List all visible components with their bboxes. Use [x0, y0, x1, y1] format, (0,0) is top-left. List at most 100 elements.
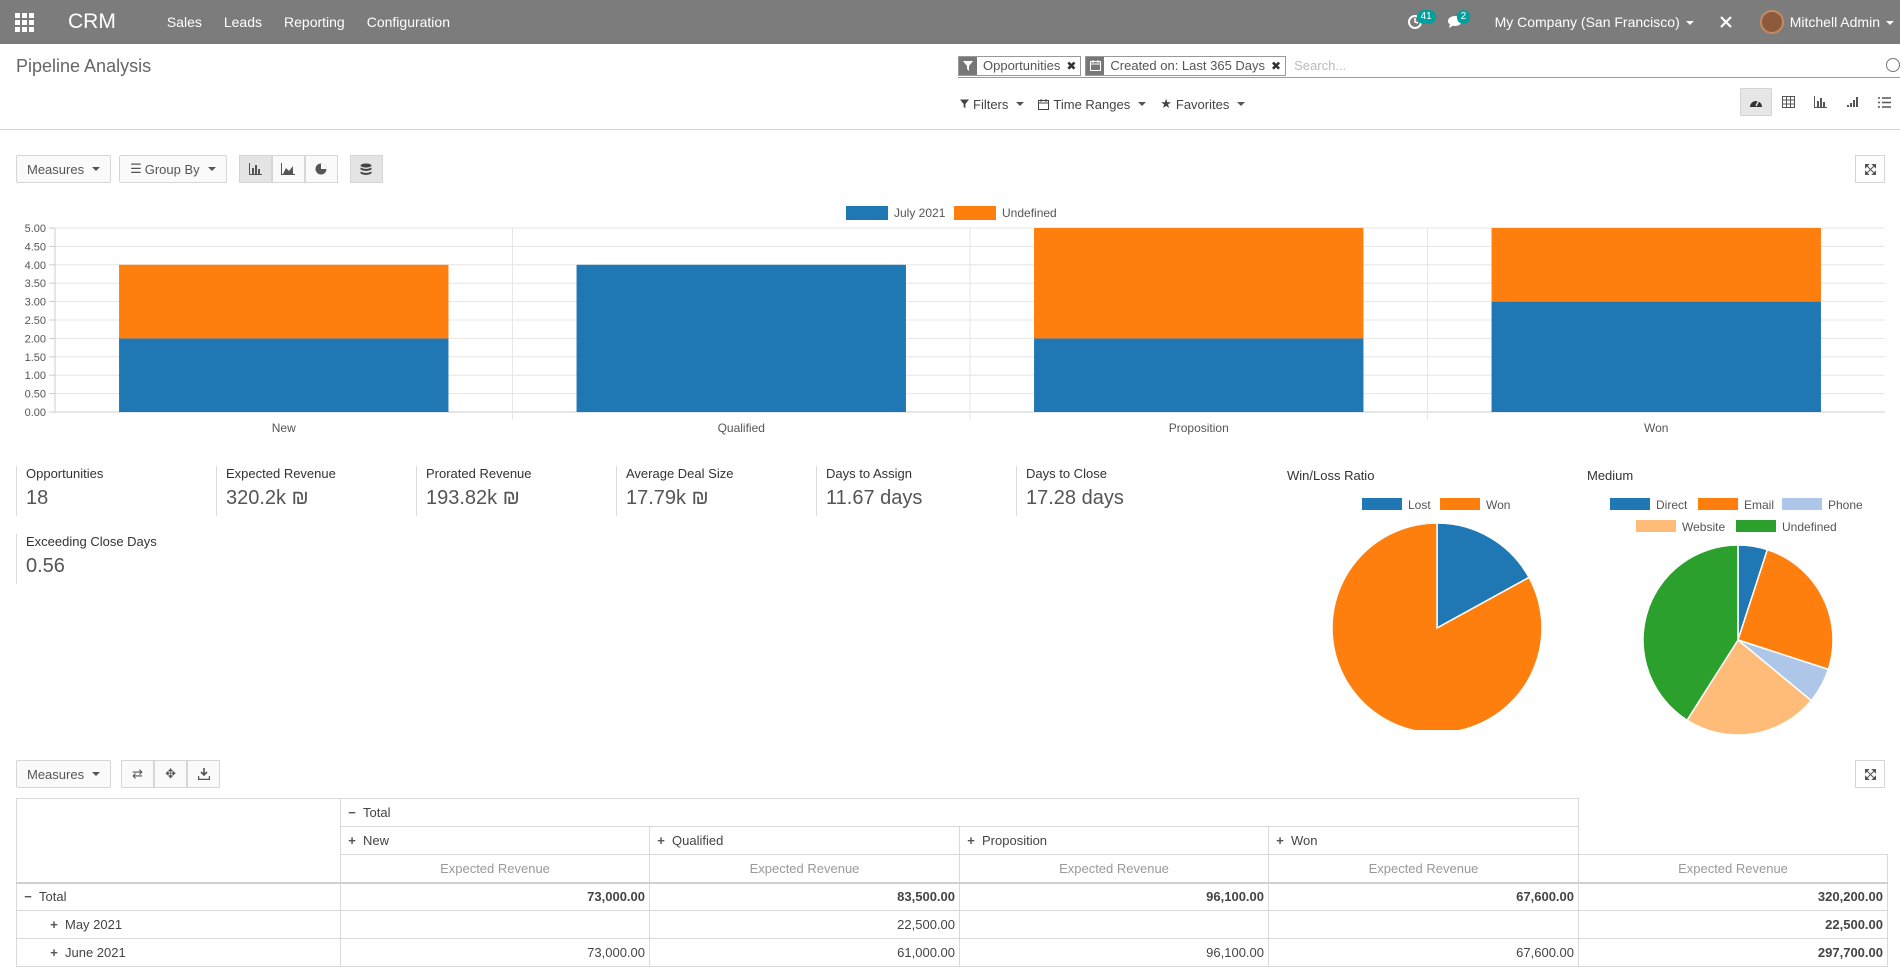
y-tick-label: 3.00 [25, 297, 46, 309]
cohort-view-button[interactable] [1836, 88, 1868, 116]
debug-tools-icon[interactable] [1706, 0, 1746, 44]
pie-slice[interactable] [1436, 522, 1531, 630]
expand-all-button[interactable]: ✥ [154, 760, 188, 788]
x-tick-label: Proposition [1169, 421, 1229, 435]
legend-swatch[interactable] [954, 206, 996, 220]
stacked-toggle-button[interactable] [349, 155, 383, 183]
bar-segment[interactable] [1034, 338, 1364, 412]
pivot-fullscreen-button[interactable] [1855, 760, 1885, 788]
group-by-dropdown[interactable]: ☰ Group By [119, 155, 227, 183]
bar-segment[interactable] [1491, 301, 1821, 412]
pie-slice[interactable] [1686, 638, 1813, 736]
remove-facet-icon[interactable]: ✖ [1271, 58, 1282, 73]
messages-icon[interactable]: 2 [1435, 0, 1475, 44]
favorites-dropdown[interactable]: ★ Favorites [1160, 96, 1246, 112]
row-header-may-2021[interactable]: + May 2021 [16, 910, 341, 939]
pie-chart-button[interactable] [304, 155, 338, 183]
pivot-view-button[interactable] [1772, 88, 1804, 116]
legend-label[interactable]: Email [1744, 498, 1774, 512]
pivot-cell: 96,100.00 [959, 882, 1269, 911]
legend-swatch[interactable] [1736, 520, 1776, 532]
measures-label: Measures [27, 161, 85, 177]
menu-item-leads[interactable]: Leads [223, 14, 263, 30]
row-header-total[interactable]: − Total [16, 882, 341, 911]
search-options-icon[interactable] [1886, 58, 1900, 72]
measure-header[interactable]: Expected Revenue [1268, 854, 1579, 883]
pie-slice[interactable] [1737, 548, 1834, 671]
aggregate-average-deal-size[interactable]: Average Deal Size 17.79k ₪ [616, 466, 733, 516]
legend-label[interactable]: Undefined [1782, 520, 1837, 534]
row-label: Total [39, 889, 67, 905]
flip-axis-button[interactable]: ⇄ [121, 760, 155, 788]
bar-chart-button[interactable] [238, 155, 272, 183]
bar-segment[interactable] [1491, 228, 1821, 302]
aggregate-days-to-close[interactable]: Days to Close 17.28 days [1016, 466, 1124, 516]
company-switcher[interactable]: My Company (San Francisco) [1495, 14, 1694, 30]
apps-menu-icon[interactable] [0, 0, 48, 44]
legend-label[interactable]: Lost [1408, 498, 1431, 512]
x-tick-label: Qualified [718, 421, 765, 435]
time-ranges-dropdown[interactable]: Time Ranges [1038, 96, 1147, 112]
activity-clock-icon[interactable]: 41 [1395, 0, 1436, 44]
measure-header[interactable]: Expected Revenue [1578, 854, 1888, 883]
measures-dropdown[interactable]: Measures [16, 155, 112, 183]
legend-swatch[interactable] [1610, 498, 1650, 510]
aggregate-opportunities[interactable]: Opportunities 18 [16, 466, 103, 516]
measure-header[interactable]: Expected Revenue [959, 854, 1269, 883]
bar-segment[interactable] [119, 264, 449, 339]
aggregate-prorated-revenue[interactable]: Prorated Revenue 193.82k ₪ [416, 466, 532, 516]
legend-swatch[interactable] [1698, 498, 1738, 510]
aggregate-days-to-assign[interactable]: Days to Assign 11.67 days [816, 466, 922, 516]
pivot-header-qualified[interactable]: + Qualified [649, 826, 960, 855]
medium-pie-chart: Direct Email Phone Website Undefined [1610, 498, 1863, 736]
download-button[interactable] [187, 760, 221, 788]
avatar[interactable] [1759, 10, 1784, 34]
legend-swatch[interactable] [1362, 498, 1402, 510]
remove-facet-icon[interactable]: ✖ [1066, 58, 1077, 73]
pivot-corner [16, 798, 341, 855]
fullscreen-button[interactable] [1855, 155, 1885, 183]
pivot-cell: 22,500.00 [649, 910, 960, 939]
legend-swatch[interactable] [846, 206, 888, 220]
aggregate-exceeding-close-days[interactable]: Exceeding Close Days 0.56 [16, 534, 157, 584]
legend-swatch[interactable] [1636, 520, 1676, 532]
legend-swatch[interactable] [1440, 498, 1480, 510]
graph-view-button[interactable] [1804, 88, 1836, 116]
pivot-header-new[interactable]: + New [340, 826, 650, 855]
row-header-june-2021[interactable]: + June 2021 [16, 938, 341, 967]
star-icon: ★ [1160, 96, 1172, 111]
pie-slice[interactable] [1331, 522, 1543, 730]
pivot-header-total[interactable]: − Total [340, 798, 1579, 827]
legend-label[interactable]: Website [1682, 520, 1725, 534]
user-menu[interactable]: Mitchell Admin [1790, 14, 1894, 30]
table-row: + June 2021 73,000.00 61,000.00 96,100.00… [16, 938, 1888, 967]
dashboard-view-button[interactable] [1740, 88, 1772, 116]
chevron-down-icon [92, 772, 101, 776]
search-input[interactable] [1290, 55, 1791, 76]
aggregate-expected-revenue[interactable]: Expected Revenue 320.2k ₪ [216, 466, 336, 516]
control-panel: Pipeline Analysis Opportunities ✖ Create… [0, 44, 1900, 130]
legend-label[interactable]: Phone [1828, 498, 1863, 512]
legend-label[interactable]: Won [1486, 498, 1510, 512]
pivot-measures-dropdown[interactable]: Measures [16, 760, 112, 788]
legend-label[interactable]: July 2021 [894, 206, 946, 220]
pie-slice[interactable] [1642, 544, 1739, 722]
measure-header[interactable]: Expected Revenue [340, 854, 650, 883]
list-view-button[interactable] [1868, 88, 1900, 116]
app-brand[interactable]: CRM [68, 10, 116, 33]
legend-label[interactable]: Direct [1656, 498, 1688, 512]
bar-segment[interactable] [1034, 228, 1364, 339]
pivot-header-proposition[interactable]: + Proposition [959, 826, 1269, 855]
menu-item-configuration[interactable]: Configuration [366, 14, 450, 30]
legend-swatch[interactable] [1782, 498, 1822, 510]
measure-header[interactable]: Expected Revenue [649, 854, 960, 883]
pivot-header-won[interactable]: + Won [1268, 826, 1579, 855]
legend-label[interactable]: Undefined [1002, 206, 1057, 220]
menu-item-reporting[interactable]: Reporting [284, 14, 345, 30]
pivot-cell [340, 910, 650, 939]
menu-item-sales[interactable]: Sales [166, 14, 202, 30]
bar-segment[interactable] [576, 264, 906, 412]
filters-dropdown[interactable]: Filters [960, 96, 1025, 112]
line-chart-button[interactable] [271, 155, 305, 183]
bar-segment[interactable] [119, 338, 449, 412]
